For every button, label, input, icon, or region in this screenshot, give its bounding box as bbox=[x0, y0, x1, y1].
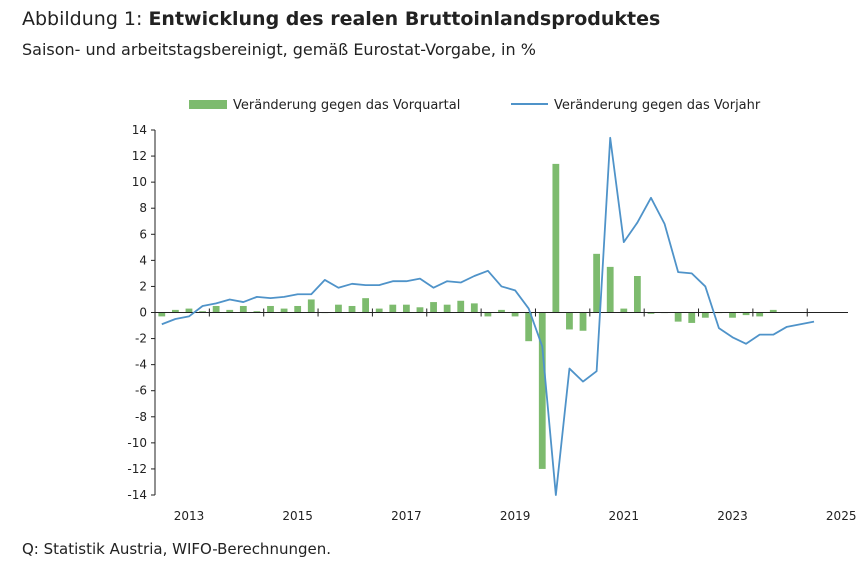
bar-2017Q2 bbox=[416, 307, 424, 313]
bar-2020Q2 bbox=[579, 312, 587, 331]
bar-2021Q1 bbox=[620, 308, 628, 313]
bar-2017Q4 bbox=[443, 304, 451, 313]
bar-2020Q1 bbox=[566, 312, 573, 330]
y-tick-label: -4 bbox=[135, 358, 147, 372]
bar-2012Q3 bbox=[158, 312, 166, 317]
x-tick-label: 2021 bbox=[609, 509, 640, 523]
y-tick-label: 0 bbox=[139, 306, 147, 320]
bar-2015Q1 bbox=[294, 305, 302, 313]
bar-2019Q1 bbox=[511, 312, 519, 317]
bar-2019Q3 bbox=[538, 312, 546, 469]
bar-2022Q3 bbox=[701, 312, 709, 318]
bar-2021Q2 bbox=[633, 276, 641, 313]
x-tick-label: 2015 bbox=[282, 509, 313, 523]
bar-2014Q3 bbox=[267, 305, 274, 313]
bar-2014Q2 bbox=[253, 311, 261, 313]
bar-2017Q3 bbox=[430, 302, 437, 313]
x-tick-label: 2019 bbox=[500, 509, 531, 523]
x-axis-ticks: 2013 2015 2017 2019 2021 2023 2025 bbox=[174, 509, 857, 523]
bar-2016Q3 bbox=[375, 308, 383, 313]
x-tick-label: 2025 bbox=[826, 509, 857, 523]
bar-2019Q4 bbox=[552, 163, 560, 313]
bar-2015Q4 bbox=[335, 304, 342, 313]
bar-2018Q4 bbox=[498, 309, 505, 313]
bar-2015Q2 bbox=[307, 299, 315, 313]
bar-2018Q3 bbox=[484, 312, 492, 317]
bar-2013Q1 bbox=[185, 308, 193, 313]
bar-2022Q2 bbox=[688, 312, 696, 323]
x-tick-label: 2017 bbox=[391, 509, 422, 523]
x-tick-label: 2013 bbox=[174, 509, 205, 523]
legend-bar-swatch bbox=[189, 100, 227, 109]
bar-2018Q2 bbox=[470, 303, 478, 313]
bar-2022Q1 bbox=[674, 312, 682, 322]
y-tick-label: -2 bbox=[135, 332, 147, 346]
bar-2018Q1 bbox=[457, 300, 465, 313]
chart-subtitle: Saison- und arbeitstagsbereinigt, gemäß … bbox=[22, 40, 536, 59]
y-tick-label: -14 bbox=[127, 488, 147, 502]
chart-title: Abbildung 1: Entwicklung des realen Brut… bbox=[22, 8, 660, 30]
y-tick-label: 2 bbox=[139, 279, 147, 293]
bar-2019Q2 bbox=[525, 312, 533, 342]
bar-2016Q2 bbox=[362, 298, 370, 313]
bar-2012Q4 bbox=[171, 309, 179, 313]
y-tick-label: 10 bbox=[132, 175, 147, 189]
y-tick-label: 8 bbox=[139, 201, 147, 215]
bar-2013Q4 bbox=[226, 309, 234, 313]
bar-2014Q1 bbox=[239, 305, 247, 313]
bar-2020Q3 bbox=[593, 253, 601, 313]
bar-series bbox=[158, 163, 777, 469]
line-yoy bbox=[161, 136, 815, 496]
y-tick-label: -12 bbox=[127, 462, 147, 476]
bar-2017Q1 bbox=[402, 304, 410, 313]
y-tick-label: -6 bbox=[135, 384, 147, 398]
legend: Veränderung gegen das Vorquartal Verände… bbox=[189, 98, 761, 113]
y-tick-label: -10 bbox=[127, 436, 147, 450]
title-prefix: Abbildung 1: bbox=[22, 8, 149, 30]
title-main: Entwicklung des realen Bruttoinlandsprod… bbox=[148, 8, 661, 30]
bar-2016Q1 bbox=[348, 305, 356, 313]
y-tick-label: -8 bbox=[135, 410, 147, 424]
bar-2016Q4 bbox=[389, 304, 397, 313]
line-series bbox=[161, 136, 815, 496]
bar-2023Q3 bbox=[756, 312, 764, 317]
y-tick-label: 4 bbox=[139, 253, 147, 267]
y-tick-label: 14 bbox=[132, 123, 147, 137]
bar-2014Q4 bbox=[280, 308, 288, 313]
y-axis-ticks: 14 12 10 8 6 4 2 0 -2 -4 -6 -8 -10 -12 -14 bbox=[127, 123, 155, 502]
bar-2023Q1 bbox=[729, 312, 736, 318]
y-tick-label: 6 bbox=[139, 227, 147, 241]
x-tick-label: 2023 bbox=[717, 509, 748, 523]
legend-line-label: Veränderung gegen das Vorjahr bbox=[554, 98, 761, 113]
bar-2013Q2 bbox=[199, 311, 206, 313]
bar-2023Q4 bbox=[769, 309, 777, 313]
bar-2023Q2 bbox=[742, 312, 750, 316]
y-tick-label: 12 bbox=[132, 149, 147, 163]
axes bbox=[154, 130, 848, 495]
legend-bar-label: Veränderung gegen das Vorquartal bbox=[233, 98, 460, 113]
bar-2020Q4 bbox=[606, 266, 614, 313]
bar-2021Q3 bbox=[647, 312, 655, 314]
bar-2013Q3 bbox=[212, 305, 220, 313]
source-note: Q: Statistik Austria, WIFO-Berechnungen. bbox=[22, 540, 331, 558]
